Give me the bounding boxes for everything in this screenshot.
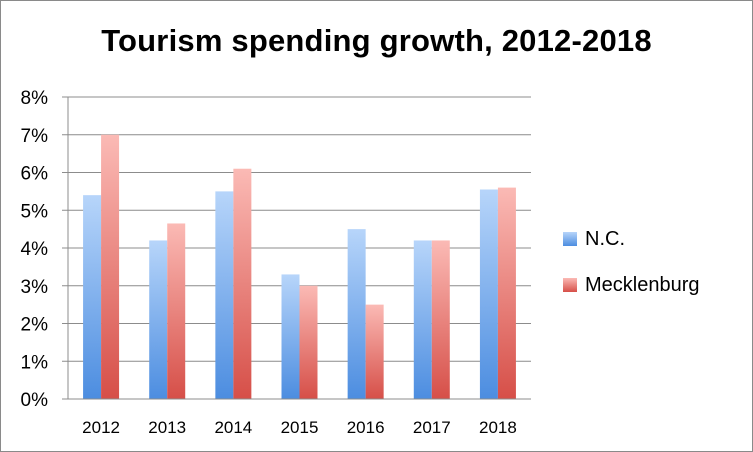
x-tick-label: 2013 — [148, 418, 186, 437]
bar-n-c-2015 — [281, 274, 300, 399]
bar-n-c-2016 — [347, 229, 366, 399]
bar-n-c-2014 — [215, 191, 234, 399]
x-tick-label: 2017 — [413, 418, 451, 437]
bar-n-c-2013 — [149, 240, 168, 399]
bar-mecklenburg-2015 — [299, 285, 318, 399]
x-tick-label: 2014 — [214, 418, 252, 437]
legend-item: N.C. — [563, 227, 625, 251]
bar-mecklenburg-2013 — [167, 223, 186, 399]
legend-swatch — [563, 232, 577, 246]
y-tick-label: 4% — [21, 239, 49, 260]
bar-mecklenburg-2016 — [365, 304, 384, 399]
y-tick-label: 2% — [21, 315, 49, 336]
bar-n-c-2018 — [479, 189, 498, 399]
legend-swatch — [563, 278, 577, 292]
y-tick-label: 5% — [21, 201, 49, 222]
y-tick-label: 0% — [21, 390, 49, 411]
x-tick-label: 2012 — [82, 418, 120, 437]
bar-mecklenburg-2014 — [233, 168, 252, 399]
bar-n-c-2017 — [413, 240, 432, 399]
y-tick-label: 8% — [21, 88, 49, 109]
legend-label: Mecklenburg — [585, 273, 700, 296]
legend-item: Mecklenburg — [563, 273, 700, 297]
y-tick-label: 6% — [21, 164, 49, 185]
chart-title: Tourism spending growth, 2012-2018 — [101, 23, 652, 58]
bar-mecklenburg-2012 — [101, 134, 120, 399]
x-tick-label: 2016 — [347, 418, 385, 437]
bar-n-c-2012 — [83, 195, 102, 399]
bar-mecklenburg-2018 — [497, 187, 516, 399]
legend-label: N.C. — [585, 227, 625, 250]
bar-mecklenburg-2017 — [431, 240, 450, 399]
x-tick-label: 2018 — [479, 418, 517, 437]
y-tick-label: 7% — [21, 126, 49, 147]
x-tick-label: 2015 — [281, 418, 319, 437]
y-tick-label: 1% — [21, 352, 49, 373]
y-tick-label: 3% — [21, 277, 49, 298]
